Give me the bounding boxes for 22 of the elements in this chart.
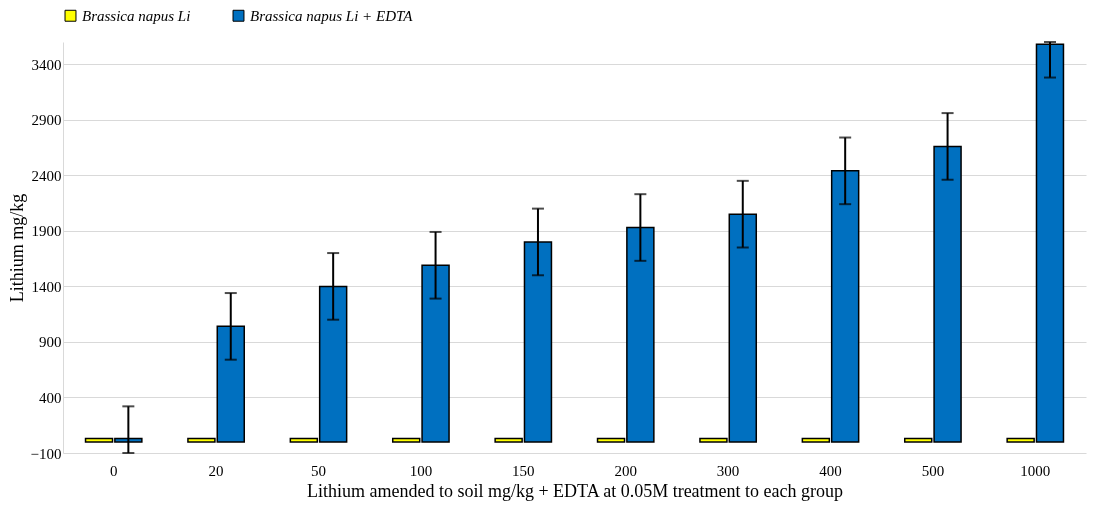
y-tick-label: −100 — [30, 445, 62, 462]
x-axis-title: Lithium amended to soil mg/kg + EDTA at 0.05M treatment to each group — [306, 480, 844, 501]
x-tick-label: 500 — [921, 462, 945, 479]
x-tick-label: 150 — [512, 462, 535, 479]
y-tick-label: 400 — [39, 389, 62, 406]
y-tick-label: 2900 — [31, 112, 62, 129]
x-tick-label: 50 — [310, 462, 326, 479]
y-axis-title: Lithium mg/kg — [6, 193, 27, 303]
x-tick-label: 0 — [109, 462, 118, 479]
x-tick-label: 20 — [208, 462, 224, 479]
x-tick-label: 300 — [716, 462, 740, 479]
y-tick-label: 2400 — [31, 167, 62, 184]
y-tick-label: 1900 — [31, 223, 62, 240]
y-tick-label: 3400 — [31, 56, 62, 73]
x-tick-label: 400 — [819, 462, 842, 479]
x-tick-label: 100 — [409, 462, 433, 479]
x-tick-label: 200 — [614, 462, 637, 479]
y-tick-label: 1400 — [31, 278, 62, 295]
legend-label: Brassica napus Li — [82, 7, 191, 24]
x-tick-label: 1000 — [1020, 462, 1051, 479]
y-tick-label: 900 — [39, 334, 62, 351]
legend-label: Brassica napus Li + EDTA — [250, 7, 414, 24]
